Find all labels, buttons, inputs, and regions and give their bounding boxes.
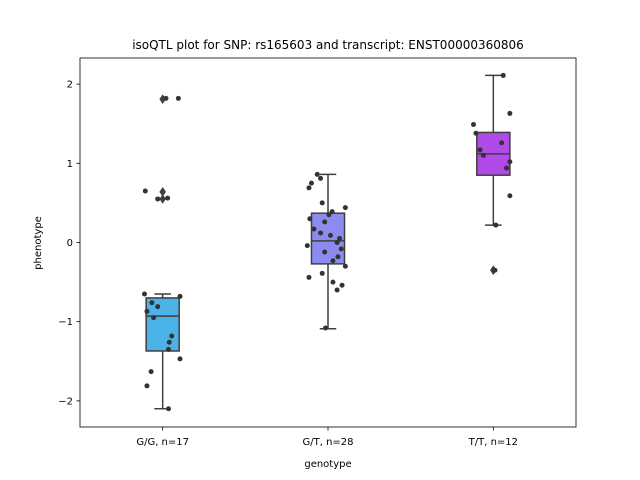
data-point <box>477 147 483 153</box>
data-point <box>492 267 498 273</box>
data-point <box>322 249 328 255</box>
data-point <box>144 383 150 389</box>
data-point <box>329 209 335 215</box>
y-tick-label: −2 <box>58 396 73 407</box>
data-point <box>323 325 329 331</box>
data-point <box>314 171 320 177</box>
chart-marks <box>141 72 513 412</box>
data-point <box>507 193 513 199</box>
outlier-marker <box>159 193 166 204</box>
data-point <box>507 159 513 165</box>
box-group-1 <box>141 94 183 412</box>
data-point <box>500 72 506 78</box>
data-point <box>319 200 325 206</box>
data-point <box>177 356 183 362</box>
data-point <box>504 165 510 171</box>
chart-title: isoQTL plot for SNP: rs165603 and transc… <box>132 38 524 52</box>
data-point <box>335 254 341 260</box>
data-point <box>339 282 345 288</box>
chart-axes: −2 −1 0 1 2 G/G, n=17 G/T, n=28 T/T, n=12 <box>58 57 577 448</box>
data-point <box>175 95 181 101</box>
y-tick-label: 2 <box>67 80 73 91</box>
data-point <box>342 205 348 211</box>
x-tick-label: T/T, n=12 <box>468 437 518 448</box>
data-point <box>480 152 486 158</box>
data-point <box>330 279 336 285</box>
data-point <box>318 230 324 236</box>
data-point <box>334 287 340 293</box>
box-iqr <box>145 297 180 352</box>
data-point <box>318 175 324 181</box>
y-tick-label: 1 <box>67 159 73 170</box>
y-axis-label: phenotype <box>33 216 44 270</box>
data-point <box>319 270 325 276</box>
data-point <box>306 185 312 191</box>
data-point <box>334 240 340 245</box>
y-tick-label: 0 <box>67 238 73 249</box>
data-point <box>326 212 332 218</box>
data-point <box>165 346 171 352</box>
data-point <box>337 236 343 242</box>
data-point <box>149 300 155 306</box>
data-point <box>169 333 175 339</box>
data-point <box>141 291 147 297</box>
box-group-3 <box>470 72 513 276</box>
data-point <box>165 195 171 201</box>
x-axis-label: genotype <box>304 459 351 470</box>
data-point <box>507 110 513 116</box>
data-point <box>151 315 157 321</box>
x-tick-label: G/G, n=17 <box>136 437 189 448</box>
data-point <box>306 274 312 280</box>
data-point <box>163 95 169 101</box>
data-point <box>155 196 161 202</box>
data-point <box>177 293 183 299</box>
data-point <box>165 406 171 412</box>
data-point <box>330 258 336 264</box>
data-point <box>304 243 310 249</box>
data-point <box>342 263 348 269</box>
data-point <box>308 180 314 186</box>
data-point <box>338 246 344 252</box>
data-point <box>148 369 154 375</box>
data-point <box>142 188 148 194</box>
data-point <box>155 304 161 310</box>
data-point <box>322 219 328 225</box>
data-point <box>493 222 499 228</box>
data-point <box>499 140 505 146</box>
data-point <box>327 232 333 238</box>
y-tick-label: −1 <box>58 317 73 328</box>
data-point <box>307 216 313 222</box>
data-point <box>144 308 150 314</box>
data-point <box>473 130 479 136</box>
data-point <box>166 339 172 345</box>
box-group-2 <box>304 171 348 331</box>
data-point <box>311 226 317 232</box>
x-tick-label: G/T, n=28 <box>302 437 353 448</box>
data-point <box>470 122 476 128</box>
